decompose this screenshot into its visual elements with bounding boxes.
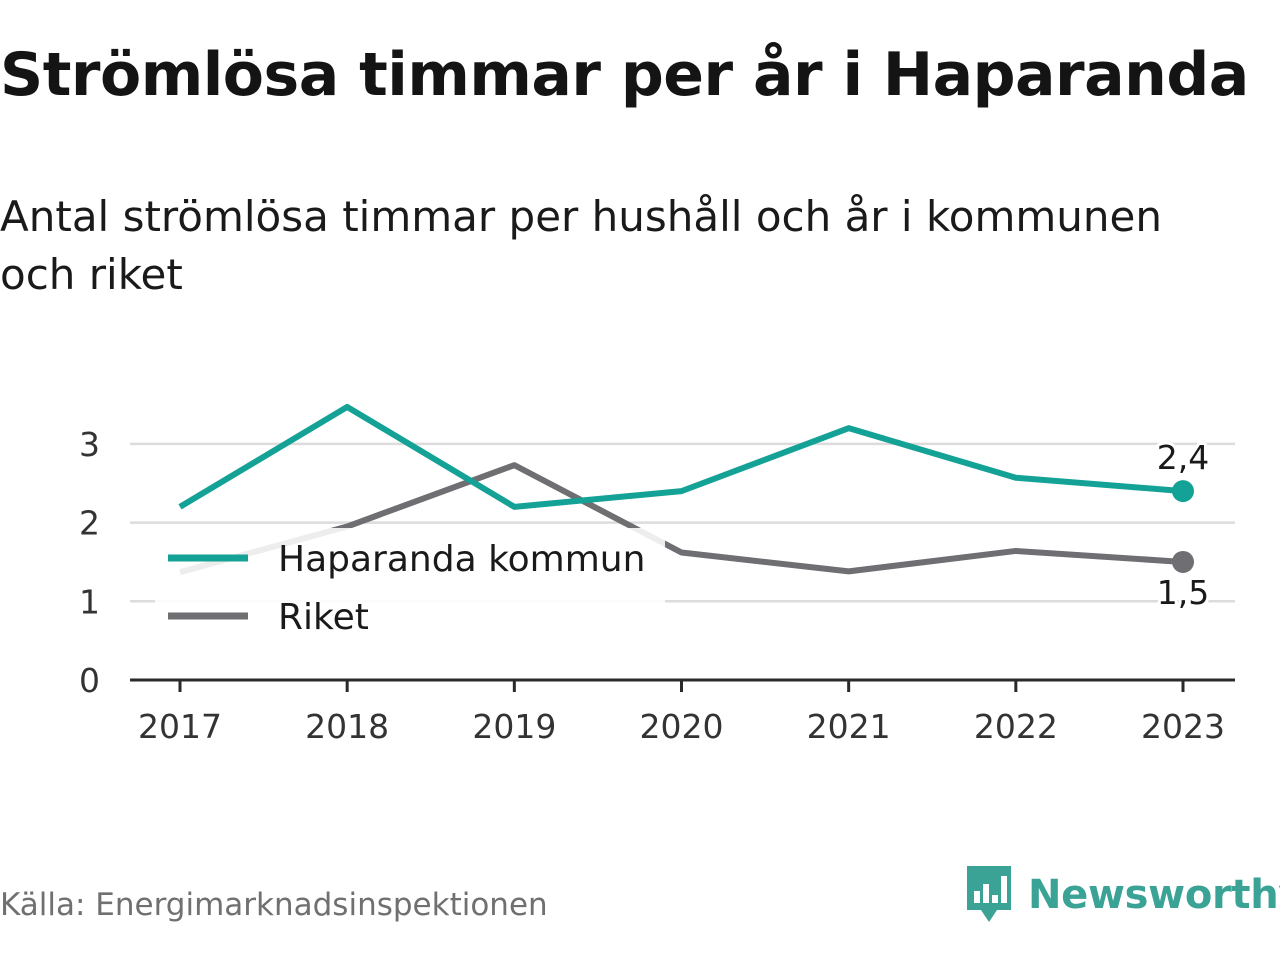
x-tick-label: 2020: [640, 707, 724, 746]
chart-subtitle: Antal strömlösa timmar per hushåll och å…: [0, 192, 1162, 299]
end-point-marker: [1172, 550, 1194, 573]
newsworthy-logo: Newsworthy: [964, 864, 1280, 926]
bar-chart-speech-bubble-icon: [967, 866, 1011, 922]
series-lines: [178, 403, 1194, 576]
x-tick-label: 2021: [807, 707, 891, 746]
x-tick-label: 2022: [974, 707, 1058, 746]
series-line-haparanda-kommun: [178, 403, 1184, 510]
legend-background: [155, 528, 665, 646]
y-tick-label: 3: [79, 425, 100, 464]
x-axis-ticks: 2017 2018 2019 2020 2021 2022 2023: [130, 678, 1235, 746]
y-tick-label: 1: [79, 582, 100, 621]
brand-name: Newsworthy: [1028, 872, 1280, 918]
y-tick-label: 2: [79, 504, 100, 543]
x-tick-label: 2019: [472, 707, 556, 746]
end-labels: 2,4 1,5: [1154, 435, 1212, 615]
legend: Haparanda kommun Riket: [155, 528, 665, 646]
legend-label: Riket: [278, 597, 369, 638]
series-line-riket: [179, 462, 1184, 576]
legend-label: Haparanda kommun: [278, 539, 645, 580]
chart-title: Strömlösa timmar per år i Haparanda: [0, 40, 1249, 110]
x-tick-label: 2018: [305, 707, 389, 746]
end-value-label: 1,5: [1157, 573, 1209, 612]
y-axis-ticks: 0 1 2 3: [79, 425, 100, 700]
x-tick-label: 2023: [1141, 707, 1225, 746]
end-value-label: 2,4: [1157, 438, 1209, 477]
x-tick-label: 2017: [138, 707, 222, 746]
source-note: Källa: Energimarknadsinspektionen: [0, 887, 548, 923]
y-tick-label: 0: [79, 661, 100, 700]
end-point-marker: [1172, 480, 1194, 503]
